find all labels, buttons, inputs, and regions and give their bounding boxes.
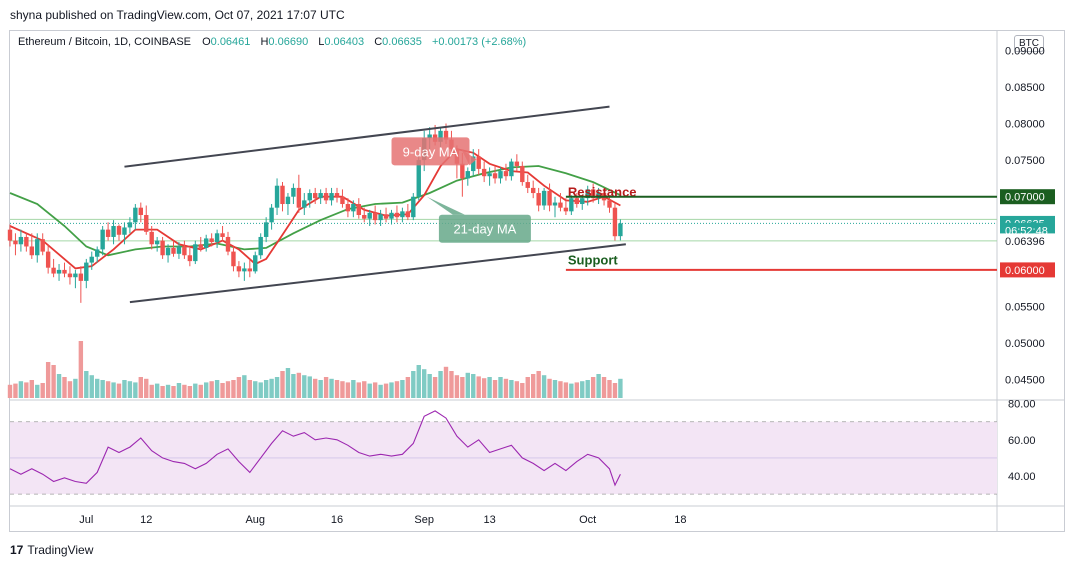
tradingview-logo-icon[interactable]: 17 [10, 543, 24, 557]
change-value: +0.00173 (+2.68%) [431, 36, 527, 48]
open-label: O [202, 36, 211, 48]
low-label: L [318, 36, 325, 48]
low-value: 0.06403 [324, 36, 365, 48]
footer: 17 TradingView [10, 543, 93, 557]
chart-frame[interactable] [9, 30, 1065, 532]
close-label: C [374, 36, 383, 48]
symbol-name[interactable]: Ethereum / Bitcoin, 1D, COINBASE [18, 36, 192, 48]
close-value: 0.06635 [382, 36, 422, 48]
high-value: 0.06690 [268, 36, 309, 48]
brand-name[interactable]: TradingView [27, 543, 94, 557]
publish-caption: shyna published on TradingView.com, Oct … [10, 8, 345, 22]
open-value: 0.06461 [210, 36, 251, 48]
symbol-legend: Ethereum / Bitcoin, 1D, COINBASE O0.0646… [18, 36, 533, 48]
high-label: H [260, 36, 269, 48]
currency-badge[interactable]: BTC [1014, 35, 1044, 52]
